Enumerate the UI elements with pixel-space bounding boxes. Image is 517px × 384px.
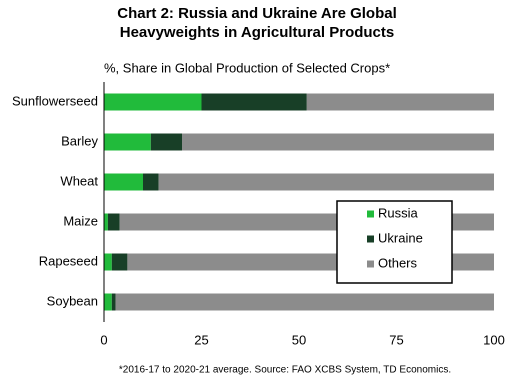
bar-segment: [104, 93, 202, 111]
bar-segment: [111, 253, 128, 271]
bar-segment: [111, 293, 116, 311]
bar-segment: [150, 133, 182, 151]
x-tick-label: 25: [194, 332, 208, 347]
legend-swatch: [367, 260, 374, 268]
y-tick-label: Rapeseed: [39, 253, 98, 268]
legend-swatch: [367, 235, 374, 243]
bar-segment: [306, 93, 494, 111]
chart-title: Chart 2: Russia and Ukraine Are Global: [117, 5, 397, 22]
bar-segment: [143, 173, 159, 191]
bar-segment: [104, 213, 108, 231]
bar-segment: [182, 133, 494, 151]
bar-segment: [104, 253, 112, 271]
bar-segment: [104, 293, 112, 311]
x-tick-label: 0: [100, 332, 107, 347]
legend-label: Ukraine: [378, 230, 423, 245]
y-tick-label: Soybean: [47, 293, 98, 308]
chart-subtitle: %, Share in Global Production of Selecte…: [104, 60, 390, 75]
legend-label: Russia: [378, 205, 419, 220]
y-tick-label: Sunflowerseed: [12, 93, 98, 108]
legend-swatch: [367, 210, 374, 218]
x-tick-label: 50: [292, 332, 306, 347]
bar-segment: [107, 213, 120, 231]
bar-segment: [104, 133, 151, 151]
bar-segment: [115, 293, 494, 311]
y-tick-label: Maize: [63, 213, 98, 228]
x-tick-label: 75: [389, 332, 403, 347]
chart-title: Heavyweights in Agricultural Products: [120, 24, 395, 41]
bar-segment: [104, 173, 143, 191]
y-tick-label: Barley: [61, 133, 98, 148]
legend-box: [336, 200, 453, 284]
bar-segment: [158, 173, 494, 191]
footnote: *2016-17 to 2020-21 average. Source: FAO…: [119, 365, 451, 376]
legend-label: Others: [378, 255, 418, 270]
y-tick-label: Wheat: [60, 173, 98, 188]
bar-segment: [201, 93, 307, 111]
x-tick-label: 100: [483, 332, 505, 347]
